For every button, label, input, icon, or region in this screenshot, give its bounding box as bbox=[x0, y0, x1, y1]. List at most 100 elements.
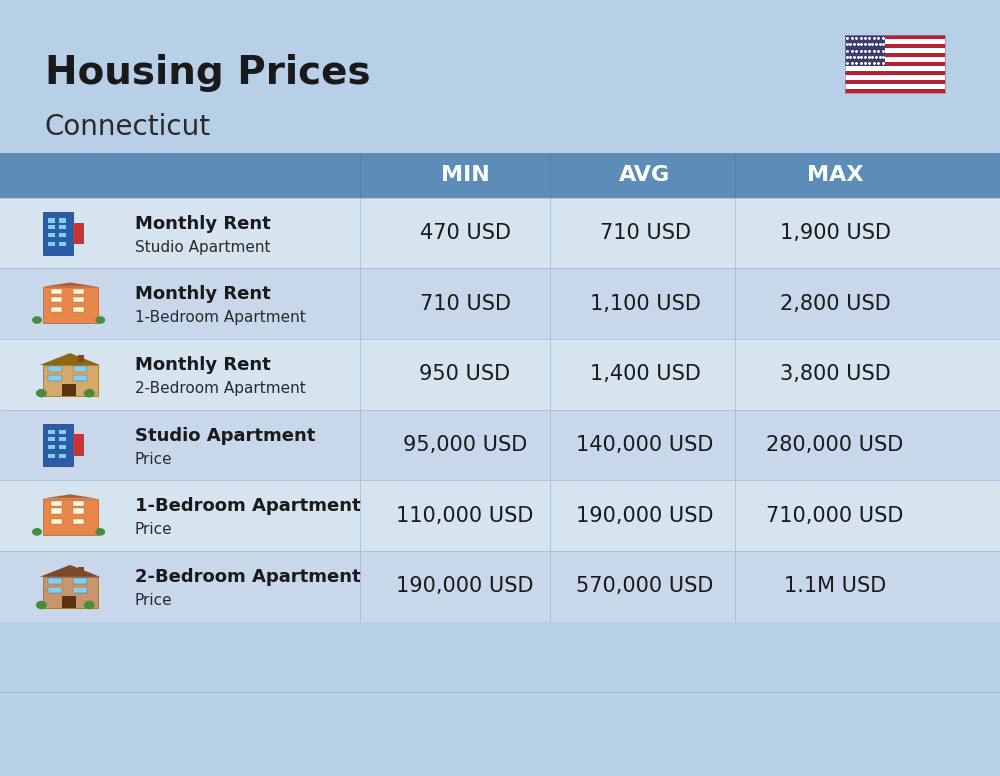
FancyBboxPatch shape bbox=[845, 88, 945, 93]
Text: 2,800 USD: 2,800 USD bbox=[780, 294, 890, 314]
FancyBboxPatch shape bbox=[59, 224, 66, 229]
Circle shape bbox=[32, 528, 42, 535]
FancyBboxPatch shape bbox=[78, 566, 84, 574]
FancyBboxPatch shape bbox=[73, 587, 87, 593]
Circle shape bbox=[84, 389, 95, 397]
FancyBboxPatch shape bbox=[845, 62, 945, 66]
FancyBboxPatch shape bbox=[845, 66, 945, 71]
FancyBboxPatch shape bbox=[48, 224, 55, 229]
Text: 1-Bedroom Apartment: 1-Bedroom Apartment bbox=[135, 310, 306, 325]
FancyBboxPatch shape bbox=[59, 430, 66, 435]
FancyBboxPatch shape bbox=[73, 289, 84, 294]
FancyBboxPatch shape bbox=[48, 587, 62, 593]
Text: MIN: MIN bbox=[441, 165, 489, 185]
Text: 2-Bedroom Apartment: 2-Bedroom Apartment bbox=[135, 381, 306, 396]
FancyBboxPatch shape bbox=[845, 35, 885, 66]
FancyBboxPatch shape bbox=[62, 384, 76, 396]
Circle shape bbox=[95, 316, 105, 324]
FancyBboxPatch shape bbox=[59, 436, 66, 441]
Circle shape bbox=[84, 601, 95, 609]
FancyBboxPatch shape bbox=[845, 53, 945, 57]
Text: 470 USD: 470 USD bbox=[420, 223, 511, 243]
Text: AVG: AVG bbox=[619, 165, 671, 185]
Text: Studio Apartment: Studio Apartment bbox=[135, 427, 315, 445]
FancyBboxPatch shape bbox=[73, 435, 84, 456]
FancyBboxPatch shape bbox=[845, 71, 945, 75]
Text: 190,000 USD: 190,000 USD bbox=[576, 506, 714, 525]
FancyBboxPatch shape bbox=[62, 596, 76, 608]
FancyBboxPatch shape bbox=[48, 436, 55, 441]
Text: 710 USD: 710 USD bbox=[420, 294, 511, 314]
FancyBboxPatch shape bbox=[43, 577, 98, 608]
FancyBboxPatch shape bbox=[48, 445, 55, 449]
Text: 3,800 USD: 3,800 USD bbox=[780, 365, 890, 384]
FancyBboxPatch shape bbox=[51, 501, 62, 506]
Text: Connecticut: Connecticut bbox=[45, 113, 211, 140]
Text: Price: Price bbox=[135, 593, 173, 608]
Circle shape bbox=[32, 316, 42, 324]
FancyBboxPatch shape bbox=[0, 268, 1000, 339]
FancyBboxPatch shape bbox=[0, 410, 1000, 480]
Circle shape bbox=[36, 389, 47, 397]
Text: Monthly Rent: Monthly Rent bbox=[135, 356, 271, 374]
Text: 110,000 USD: 110,000 USD bbox=[396, 506, 534, 525]
FancyBboxPatch shape bbox=[43, 212, 73, 255]
FancyBboxPatch shape bbox=[73, 578, 87, 584]
FancyBboxPatch shape bbox=[845, 44, 945, 48]
Text: 280,000 USD: 280,000 USD bbox=[766, 435, 904, 455]
Text: 1,100 USD: 1,100 USD bbox=[590, 294, 700, 314]
FancyBboxPatch shape bbox=[43, 286, 98, 323]
Text: 1,900 USD: 1,900 USD bbox=[780, 223, 891, 243]
FancyBboxPatch shape bbox=[845, 75, 945, 80]
Text: 1-Bedroom Apartment: 1-Bedroom Apartment bbox=[135, 497, 361, 515]
FancyBboxPatch shape bbox=[73, 366, 87, 372]
FancyBboxPatch shape bbox=[43, 365, 98, 396]
FancyBboxPatch shape bbox=[845, 35, 945, 40]
FancyBboxPatch shape bbox=[59, 242, 66, 246]
Circle shape bbox=[36, 601, 47, 609]
FancyBboxPatch shape bbox=[48, 430, 55, 435]
FancyBboxPatch shape bbox=[0, 198, 1000, 268]
Polygon shape bbox=[40, 565, 100, 577]
Text: 570,000 USD: 570,000 USD bbox=[576, 577, 714, 596]
FancyBboxPatch shape bbox=[73, 375, 87, 381]
FancyBboxPatch shape bbox=[59, 445, 66, 449]
FancyBboxPatch shape bbox=[845, 57, 945, 62]
FancyBboxPatch shape bbox=[59, 218, 66, 223]
FancyBboxPatch shape bbox=[0, 480, 1000, 551]
FancyBboxPatch shape bbox=[845, 80, 945, 84]
FancyBboxPatch shape bbox=[48, 218, 55, 223]
FancyBboxPatch shape bbox=[48, 233, 55, 237]
FancyBboxPatch shape bbox=[0, 551, 1000, 622]
Text: 1,400 USD: 1,400 USD bbox=[590, 365, 700, 384]
FancyBboxPatch shape bbox=[73, 519, 84, 525]
FancyBboxPatch shape bbox=[0, 153, 1000, 198]
FancyBboxPatch shape bbox=[48, 366, 62, 372]
Text: 140,000 USD: 140,000 USD bbox=[576, 435, 714, 455]
Circle shape bbox=[95, 528, 105, 535]
Text: 710 USD: 710 USD bbox=[600, 223, 690, 243]
Text: Monthly Rent: Monthly Rent bbox=[135, 215, 271, 233]
FancyBboxPatch shape bbox=[51, 508, 62, 514]
Text: 95,000 USD: 95,000 USD bbox=[403, 435, 527, 455]
FancyBboxPatch shape bbox=[48, 242, 55, 246]
Text: 2-Bedroom Apartment: 2-Bedroom Apartment bbox=[135, 568, 361, 586]
FancyBboxPatch shape bbox=[51, 289, 62, 294]
Polygon shape bbox=[43, 494, 98, 498]
Text: Price: Price bbox=[135, 452, 173, 466]
Polygon shape bbox=[43, 282, 98, 286]
FancyBboxPatch shape bbox=[0, 339, 1000, 410]
FancyBboxPatch shape bbox=[73, 296, 84, 302]
Text: 1.1M USD: 1.1M USD bbox=[784, 577, 886, 596]
FancyBboxPatch shape bbox=[845, 40, 945, 44]
Text: MAX: MAX bbox=[807, 165, 863, 185]
Text: Price: Price bbox=[135, 522, 173, 537]
FancyBboxPatch shape bbox=[59, 233, 66, 237]
Polygon shape bbox=[40, 353, 100, 365]
FancyBboxPatch shape bbox=[48, 578, 62, 584]
FancyBboxPatch shape bbox=[48, 375, 62, 381]
FancyBboxPatch shape bbox=[43, 498, 98, 535]
Text: Monthly Rent: Monthly Rent bbox=[135, 286, 271, 303]
FancyBboxPatch shape bbox=[51, 519, 62, 525]
FancyBboxPatch shape bbox=[845, 48, 945, 53]
